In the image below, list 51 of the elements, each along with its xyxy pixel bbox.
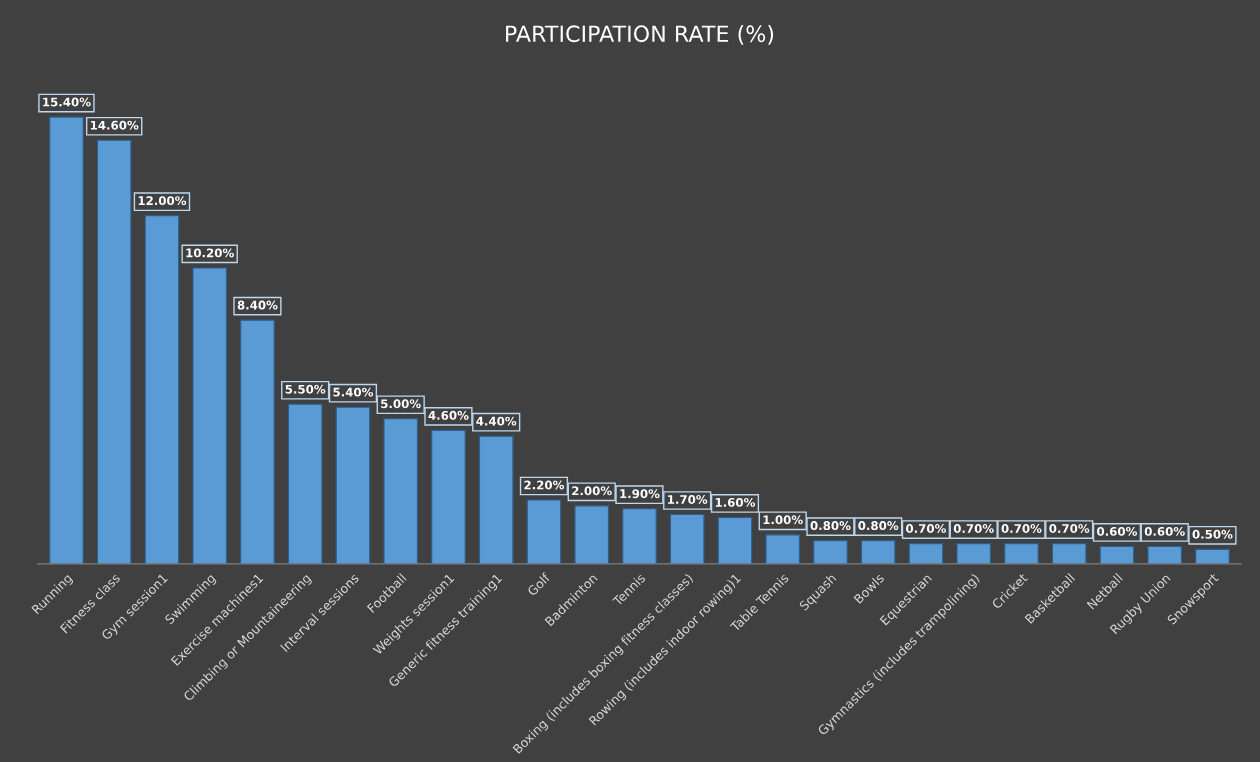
- chart-title: PARTICIPATION RATE (%): [506, 24, 774, 45]
- bar: [240, 319, 275, 564]
- bar: [956, 543, 991, 564]
- data-label: 0.60%: [1097, 526, 1138, 536]
- data-label: 2.20%: [524, 480, 565, 490]
- bar: [383, 418, 418, 564]
- bar: [908, 543, 944, 564]
- data-label: 5.00%: [381, 399, 421, 409]
- bar: [526, 499, 562, 564]
- data-label: 0.50%: [1192, 529, 1233, 539]
- data-label: 15.40%: [43, 97, 91, 107]
- data-label: 1.00%: [763, 515, 803, 525]
- bar: [1147, 545, 1182, 564]
- data-label: 0.60%: [1144, 526, 1185, 536]
- bar: [49, 116, 84, 564]
- bar: [622, 508, 657, 564]
- data-label: 12.00%: [138, 196, 187, 206]
- data-label: 0.70%: [953, 524, 994, 533]
- bar: [1004, 543, 1039, 564]
- data-label: 14.60%: [90, 120, 139, 130]
- bar: [765, 534, 800, 564]
- bar: [335, 406, 371, 564]
- data-label: 2.00%: [572, 486, 612, 496]
- bar: [860, 540, 896, 564]
- bar: [96, 139, 132, 564]
- data-label: 1.90%: [620, 489, 660, 499]
- data-label: 4.40%: [476, 416, 517, 426]
- bar: [478, 435, 514, 564]
- data-label: 1.60%: [715, 497, 756, 507]
- bar: [717, 516, 753, 564]
- data-label: 5.50%: [285, 384, 326, 394]
- bar: [813, 540, 848, 564]
- data-label: 0.70%: [906, 524, 947, 533]
- data-label: 0.70%: [1001, 524, 1042, 533]
- data-label: 0.80%: [858, 521, 899, 531]
- bar: [1051, 543, 1087, 564]
- data-label: 4.60%: [428, 410, 469, 420]
- bar: [431, 429, 466, 564]
- bar: [144, 215, 180, 564]
- data-label: 1.70%: [668, 495, 708, 504]
- bar: [669, 514, 705, 564]
- bar: [1195, 548, 1230, 564]
- bar: [1099, 545, 1135, 564]
- data-label: 10.20%: [186, 248, 234, 258]
- data-label: 0.70%: [1049, 524, 1090, 533]
- data-label: 8.40%: [237, 300, 278, 310]
- bar: [287, 403, 323, 564]
- data-label: 5.40%: [333, 387, 374, 397]
- bar: [574, 505, 609, 564]
- bar: [192, 267, 227, 564]
- data-label: 0.80%: [810, 521, 851, 531]
